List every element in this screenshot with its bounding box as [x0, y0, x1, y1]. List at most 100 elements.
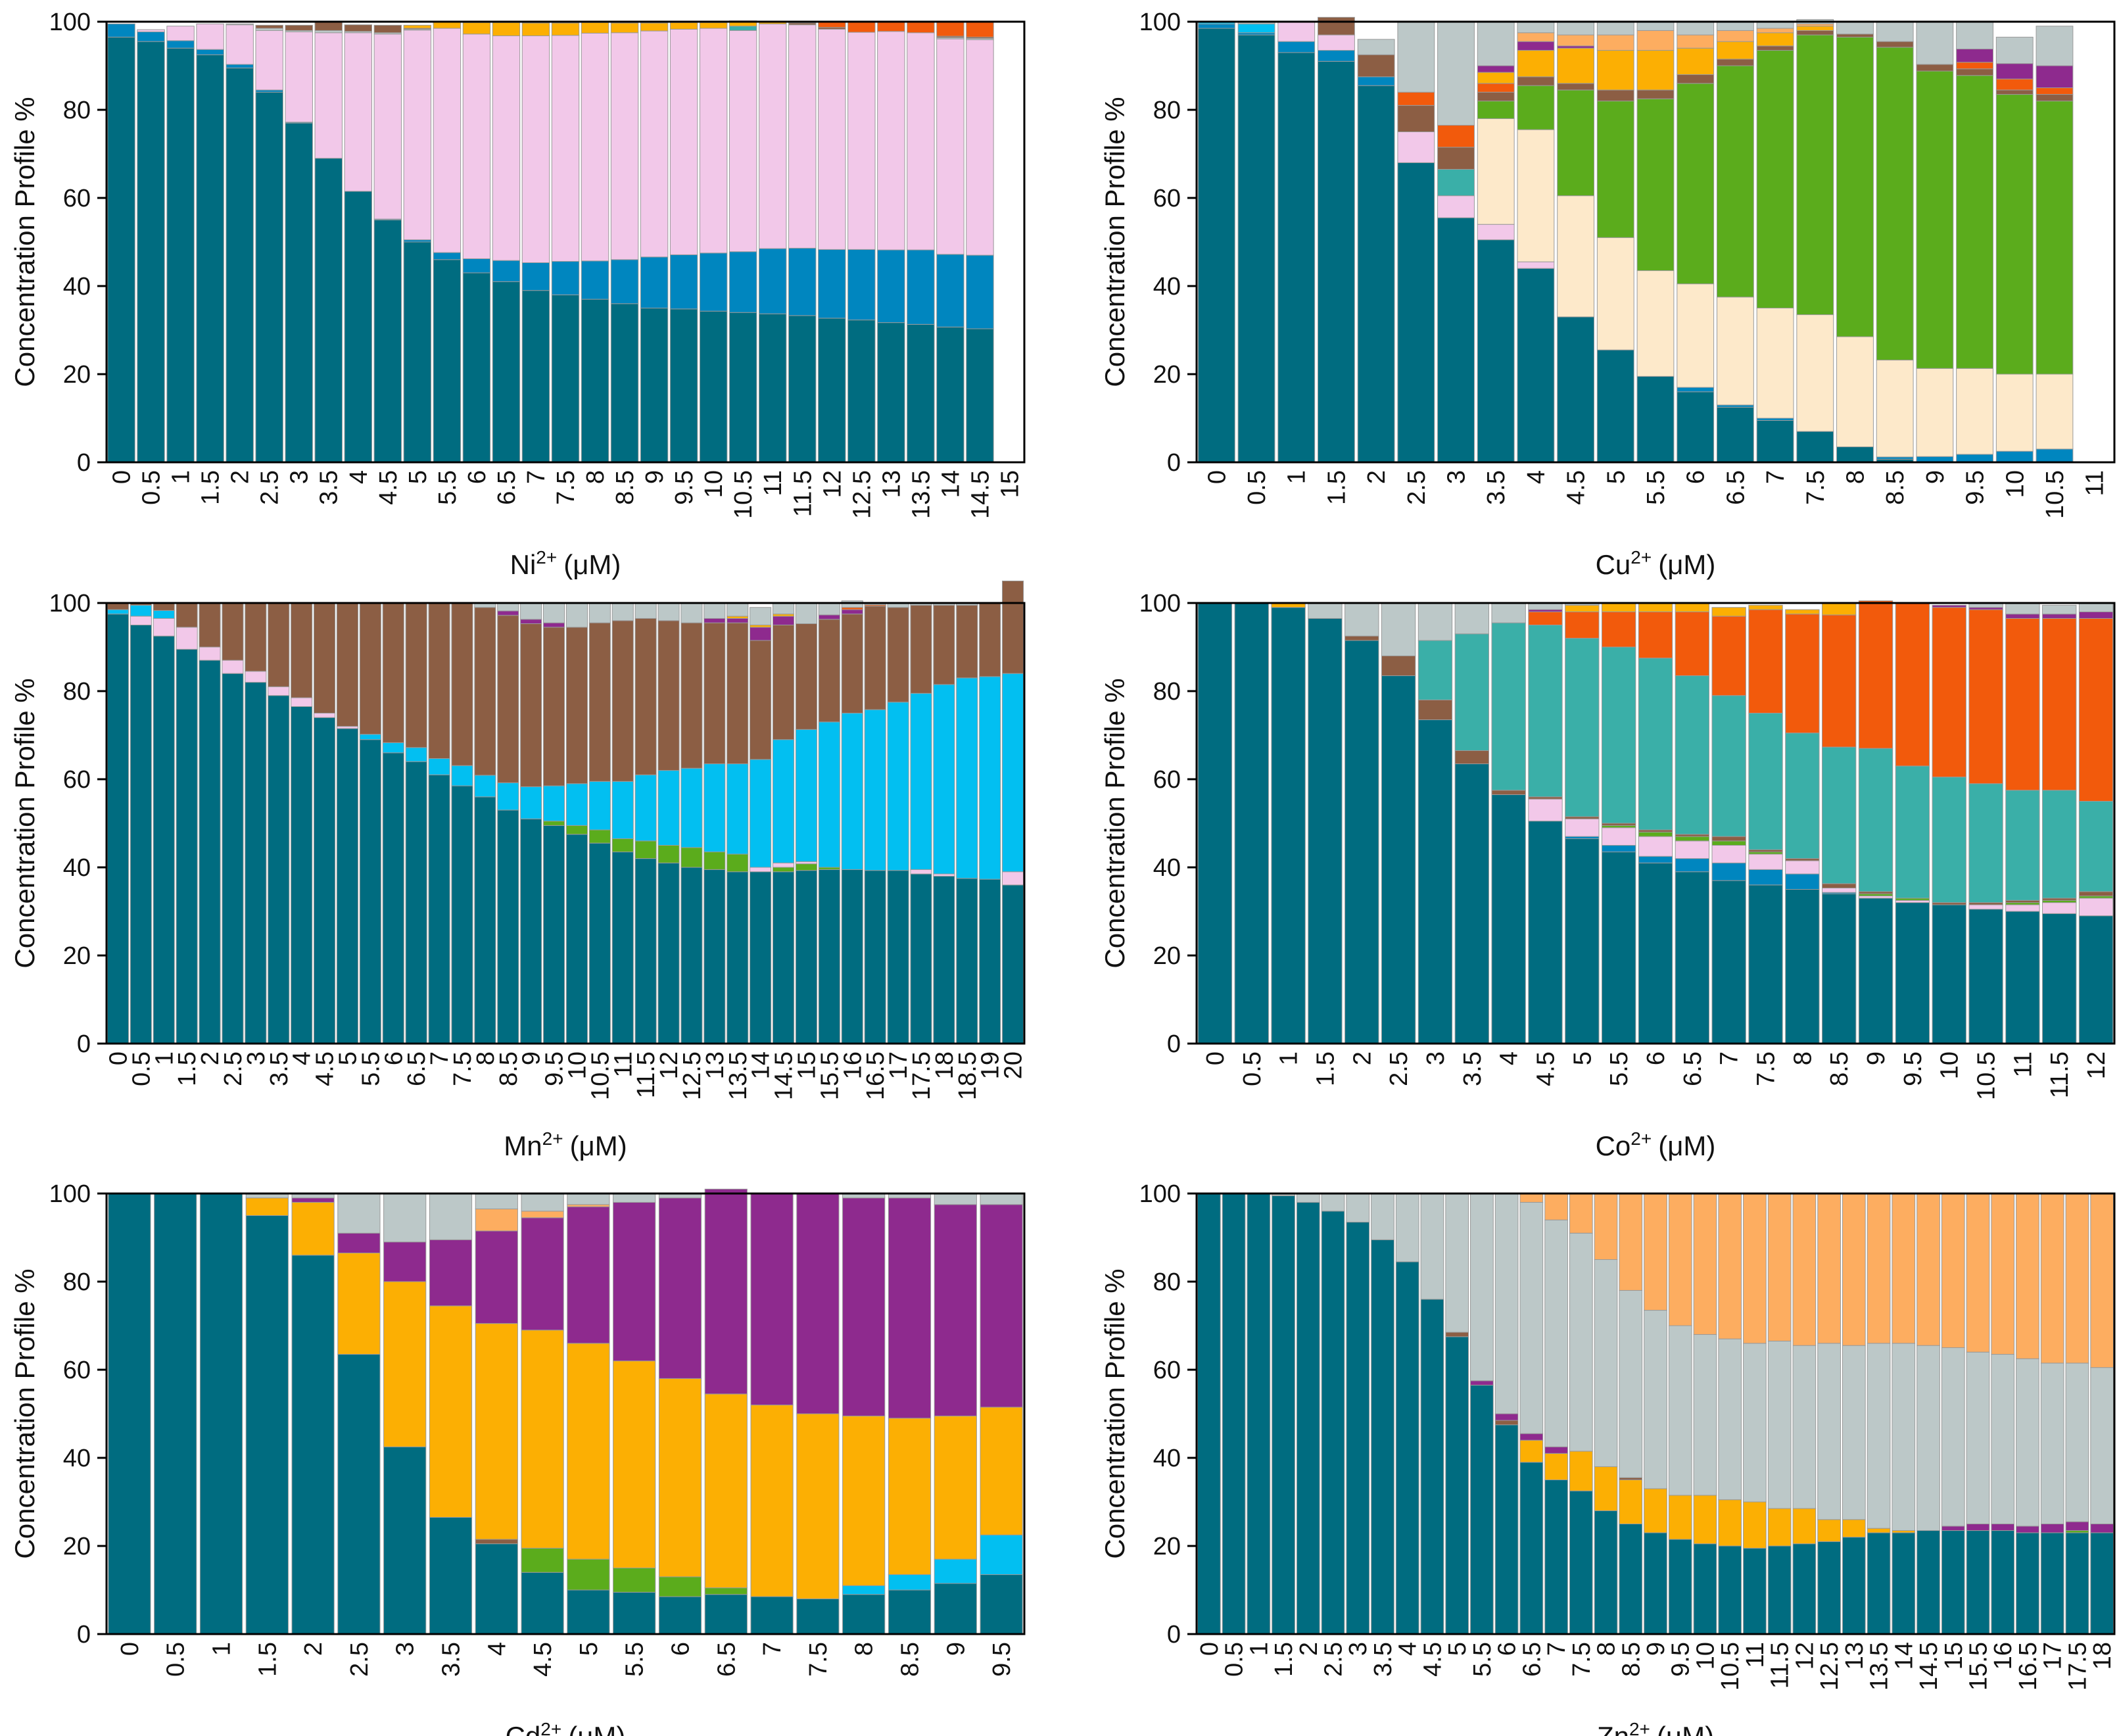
co-segment-free-5: [1381, 675, 1416, 1044]
cd-bar-15: [796, 1193, 840, 1635]
mn-segment-brown-6: [245, 602, 267, 672]
zn-xtick-label-11: 5.5: [1469, 1642, 1496, 1677]
cd-segment-grey-6: [383, 1193, 427, 1243]
zn-bar-28: [1892, 1193, 1916, 1635]
mn-segment-free-21: [588, 842, 611, 1044]
mn-segment-free-24: [657, 862, 680, 1044]
co-segment-purple-22: [2005, 614, 2040, 619]
mn-segment-cyan-36: [933, 684, 955, 875]
cd-xlabel: Cd2+ (μM): [506, 1719, 626, 1736]
zn-segment-free-3: [1272, 1195, 1295, 1635]
mn-segment-brown-28: [750, 640, 772, 760]
zn-xtick-label-21: 10.5: [1717, 1642, 1744, 1691]
cu-segment-gold-8: [1517, 50, 1555, 78]
ni-bar-28: [936, 21, 964, 463]
co-segment-teal-19: [1895, 765, 1930, 899]
ni-segment-orange-29: [966, 21, 994, 37]
co-segment-teal-14: [1711, 695, 1746, 837]
mn-segment-free-18: [520, 818, 542, 1044]
cd-segment-free-15: [796, 1598, 840, 1635]
ni-segment-blue-12: [462, 258, 491, 274]
ni-xtick-label-16: 8: [582, 470, 609, 484]
ni-segment-pink-12: [462, 34, 491, 259]
ni-segment-brown-8: [344, 24, 372, 32]
zn-segment-peach-30: [1941, 1193, 1965, 1348]
ni-segment-brown-6: [285, 24, 313, 31]
ni-segment-gold-12: [462, 22, 491, 35]
zn-xtick-label-18: 9: [1642, 1642, 1670, 1656]
ni-bar-24: [818, 22, 846, 463]
cu-xtick-label-20: 10: [2001, 470, 2029, 498]
panel-co: Concentration Profile % Co2+ (μM) 0204060…: [1099, 590, 2116, 1161]
ni-bar-7: [314, 21, 343, 463]
zn-segment-free-23: [1767, 1545, 1792, 1635]
mn-bar-0: [107, 602, 130, 1044]
cu-segment-free-3: [1318, 60, 1355, 463]
cd-segment-gold-13: [704, 1393, 748, 1589]
cu-bar-0: [1197, 21, 1235, 463]
co-segment-orange-20: [1932, 607, 1966, 778]
ni-segment-pink-28: [936, 38, 964, 255]
zn-segment-gold-21: [1718, 1499, 1742, 1547]
co-segment-green-14: [1711, 840, 1746, 846]
mn-segment-grey-29: [773, 602, 795, 615]
cd-xtick-label-14: 7: [759, 1642, 786, 1656]
cd-segment-gold-19: [980, 1407, 1023, 1535]
cu-xtick-label-6: 3: [1443, 470, 1471, 484]
mn-ytick-label-60: 60: [63, 766, 91, 794]
co-segment-orange-18: [1858, 600, 1893, 749]
zn-bar-36: [2090, 1193, 2114, 1635]
co-segment-orange-24: [2078, 617, 2114, 802]
cu-bar-21: [2036, 26, 2074, 463]
zn-segment-peach-17: [1619, 1193, 1643, 1291]
ni-xlabel: Ni2+ (μM): [510, 547, 621, 580]
cu-bar-4: [1357, 39, 1395, 463]
zn-xtick-label-28: 14: [1890, 1642, 1918, 1670]
cu-xtick-label-2: 1: [1283, 470, 1311, 484]
ni-segment-pink-3: [196, 23, 224, 50]
mn-bar-23: [634, 602, 657, 1044]
zn-segment-purple-35: [2065, 1521, 2089, 1531]
mn-segment-free-7: [268, 695, 290, 1044]
co-segment-grey-5: [1381, 602, 1416, 656]
cd-bar-19: [980, 1193, 1023, 1635]
co-bar-14: [1711, 607, 1746, 1044]
mn-segment-brown-27: [726, 622, 749, 765]
mn-segment-grey-18: [520, 602, 542, 620]
cd-segment-free-18: [934, 1583, 977, 1635]
cu-segment-green-12: [1677, 83, 1715, 285]
mn-segment-free-29: [773, 871, 795, 1044]
ni-segment-orange-25: [847, 21, 876, 33]
co-bar-23: [2042, 604, 2077, 1044]
mn-bar-38: [979, 602, 1001, 1044]
cd-segment-gold-12: [658, 1378, 702, 1578]
cu-bar-12: [1677, 21, 1715, 463]
zn-axes-frame: [1195, 1192, 2116, 1635]
cd-bar-1: [154, 1193, 197, 1635]
zn-xtick-label-17: 8.5: [1617, 1642, 1645, 1677]
zn-segment-peach-26: [1842, 1193, 1866, 1346]
zn-xtick-label-30: 15: [1940, 1642, 1968, 1670]
ni-segment-free-5: [255, 91, 283, 463]
cd-segment-purple-10: [567, 1206, 610, 1344]
cu-segment-brown-6: [1437, 147, 1475, 170]
ni-segment-pink-14: [521, 35, 550, 263]
ni-bars: [107, 20, 994, 463]
cu-segment-brown-21: [2036, 94, 2074, 102]
cu-ytick-label-40: 40: [1153, 273, 1181, 301]
cd-segment-gold-3: [245, 1197, 289, 1216]
mn-segment-purple-18: [520, 619, 542, 624]
ni-segment-free-9: [373, 220, 402, 463]
ni-segment-pink-4: [226, 24, 254, 65]
ni-segment-blue-22: [759, 248, 787, 314]
mn-segment-pink-1: [130, 615, 152, 625]
cd-segment-grey-19: [980, 1193, 1023, 1205]
zn-segment-purple-30: [1941, 1526, 1965, 1531]
mn-segment-brown-36: [933, 604, 955, 685]
ni-segment-free-14: [521, 290, 550, 463]
mn-segment-pink-4: [199, 646, 221, 661]
co-ytick-label-80: 80: [1153, 678, 1181, 706]
cu-segment-grey-5: [1397, 21, 1435, 93]
mn-segment-cyan-29: [773, 739, 795, 863]
cu-bar-8: [1517, 21, 1555, 463]
